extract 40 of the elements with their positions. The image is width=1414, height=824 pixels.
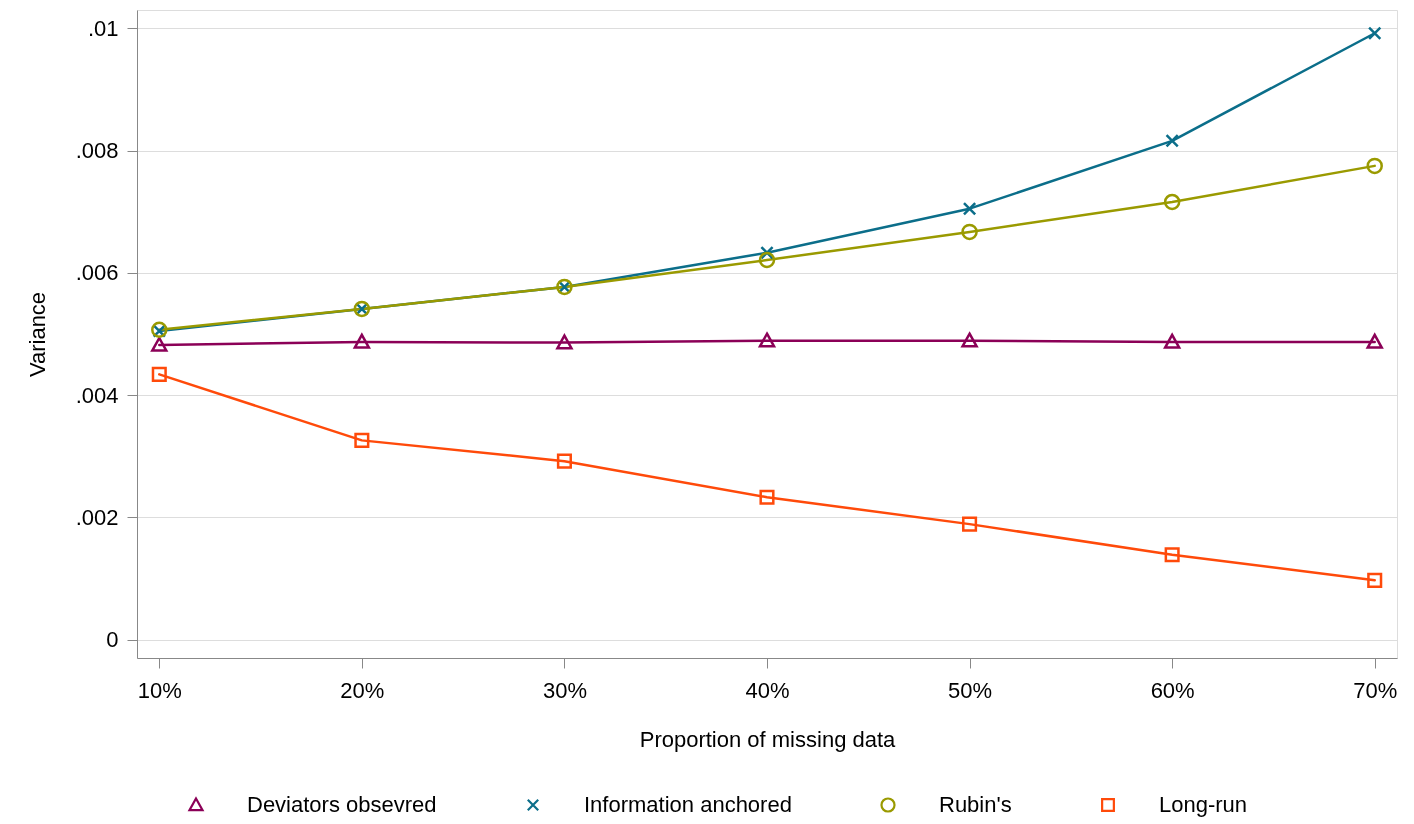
legend-label: Deviators obsevred bbox=[247, 792, 437, 817]
point bbox=[758, 332, 776, 348]
y-tick-label: .004 bbox=[75, 382, 119, 408]
y-tick-label: .002 bbox=[75, 504, 119, 530]
point bbox=[1366, 333, 1383, 349]
x-tick-label: 70% bbox=[1353, 677, 1398, 703]
y-tick-label: .01 bbox=[87, 15, 119, 41]
point bbox=[962, 516, 978, 532]
y-tick-label: 0 bbox=[106, 627, 119, 653]
legend-label: Rubin's bbox=[939, 792, 1012, 817]
point bbox=[1165, 133, 1179, 148]
point bbox=[353, 333, 371, 349]
legend-label: Information anchored bbox=[584, 792, 792, 817]
y-axis-title: Variance bbox=[24, 291, 50, 378]
y-tick-label: .008 bbox=[75, 138, 119, 164]
point bbox=[151, 366, 167, 382]
x-tick-label: 50% bbox=[948, 677, 993, 703]
point bbox=[1367, 26, 1382, 41]
point bbox=[758, 251, 776, 269]
x-tick-label: 20% bbox=[340, 677, 385, 703]
point bbox=[151, 336, 168, 352]
x-tick-label: 60% bbox=[1150, 677, 1195, 703]
point bbox=[1163, 193, 1181, 211]
point bbox=[1366, 157, 1383, 175]
point bbox=[961, 332, 978, 348]
x-axis-title: Proportion of missing data bbox=[639, 726, 897, 752]
point bbox=[1163, 333, 1181, 349]
x-tick-label: 30% bbox=[542, 677, 587, 703]
legend-label: Long-run bbox=[1159, 792, 1248, 817]
x-tick-label: 40% bbox=[745, 677, 790, 703]
point bbox=[962, 201, 977, 216]
point bbox=[354, 432, 370, 448]
point bbox=[1164, 547, 1180, 563]
point bbox=[1367, 572, 1383, 588]
point bbox=[556, 334, 573, 350]
point bbox=[759, 489, 775, 505]
point bbox=[961, 223, 978, 241]
x-tick-label: 10% bbox=[137, 677, 182, 703]
point bbox=[556, 453, 572, 469]
y-tick-label: .006 bbox=[75, 260, 119, 286]
